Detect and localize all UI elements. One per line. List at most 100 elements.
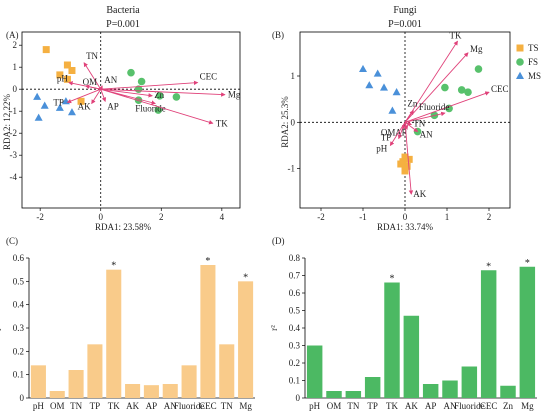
panel-c-significance-mark: * [111,261,116,272]
panel-d-ytick-label: 0.3 [289,341,301,351]
panel-b-xtick-label: -2 [317,212,325,222]
panel-d-category-label: Zn [503,401,513,411]
panel-c-bar [162,384,178,398]
panel-d-category-label: Fluoride [454,401,485,411]
panel-c-ytick-label: 0.5 [13,276,25,286]
panel-d-bar [364,377,381,398]
panel-c-bar [30,365,46,398]
panel-b-title: Fungi [393,5,417,16]
panel-b-point-ms [365,81,374,89]
panel-b-vector-ak [404,122,414,195]
panel-b-point-ms [392,88,401,96]
panel-c-category-label: AN [164,401,177,411]
panel-a-xtick-label: -2 [36,212,44,222]
panel-d-category-label: pH [309,401,321,411]
panel-d-bar [384,282,400,398]
panel-b-vector-tp [397,122,406,140]
panel-c-category-label: Mg [239,401,252,411]
panel-d-ytick-label: 0.5 [289,306,301,316]
panel-a-point-ms [67,108,76,116]
panel-d-bar [461,366,478,398]
panel-b-point-fs [441,83,449,92]
panel-d-category-label: AK [405,401,418,411]
panel-d-ytick-label: 0.4 [289,323,301,333]
panel-a-vector-label-cec: CEC [200,72,218,82]
panel-a-point-fs [155,92,164,100]
panel-a-point-ts [68,67,76,74]
panel-b-vector-label-tp: TP [381,133,392,143]
panel-a-vector-label-tp: TP [53,97,64,107]
panel-d-category-label: CEC [480,401,498,411]
panel-c-bar [200,265,216,398]
panel-b-vector-label-cec: CEC [491,84,509,94]
panel-d-ylabel: r² [269,325,279,331]
panel-a-vector-mg [100,88,226,97]
panel-d-ytick-label: 0 [296,393,301,403]
panel-b-xtick-label: 0 [403,212,408,222]
panel-a-vector-label-om: OM [83,77,98,87]
panel-d-bar-chart: 0 0.1 0.2 0.3 0.4 0.5 0.6 0.7 0.8 r² pH OM TN TP TK * AK… [269,253,537,411]
panel-b-ytick-label: -1 [288,164,296,174]
panel-a-vector-ap [100,89,107,103]
panel-a-pvalue: P=0.001 [106,19,140,30]
panel-c-significance-mark: * [243,272,248,283]
panel-a-point-ts [77,97,85,105]
panel-b-ytick-label: 0 [291,117,296,127]
panel-a-vector-cec [100,80,199,90]
panel-a-ytick-label: -2 [10,128,18,138]
panel-a-label: (A) [6,30,19,40]
panel-d-label: (D) [272,236,285,246]
legend-label-ts: TS [528,43,539,53]
panel-b-xtick-label: -1 [359,212,367,222]
panel-c-category-label: AK [126,401,139,411]
panel-b-vector-an [404,121,419,133]
panel-d-significance-mark: * [390,274,395,285]
panel-d-significance-mark: * [525,258,530,269]
panel-a-point-ms [40,101,49,109]
panel-c-bar [49,391,65,398]
panel-b-point-fs [445,104,453,113]
panel-d-bar [345,391,362,398]
panel-b-vector-zn [404,110,414,123]
panel-a-point-fs [154,106,163,114]
panel-a-vector-tp [66,88,101,104]
panel-b-point-fs [474,65,483,73]
panel-a-vector-label-tn: TN [86,51,98,61]
panel-d-category-label: TP [367,401,378,411]
panel-c-bar [238,281,254,398]
panel-c-bar [181,365,197,398]
panel-a-ytick-label: -4 [10,172,18,182]
panel-d-significance-mark: * [486,261,491,272]
panel-d-bar [442,380,458,398]
panel-b-vector-label-ph: pH [376,143,388,153]
panel-b-pvalue: P=0.001 [388,19,422,30]
panel-a-ytick-label: -1 [10,106,18,116]
panel-d-category-label: AP [425,401,437,411]
panel-a-xtick-label: 4 [220,212,225,222]
panel-a-point-fs [127,68,135,77]
panel-c-bar [219,344,235,398]
legend-marker-fs [516,58,524,66]
panel-a-vector-label-fluoride: Fluoride [135,104,166,114]
panel-b-point-ts [401,167,409,175]
panel-c-category-label: TK [108,401,120,411]
panel-b-vector-label-mg: Mg [470,44,483,54]
panel-a-point-ms [34,113,43,121]
panel-a-frame [21,31,241,209]
panel-b-vector-label-tk: TK [450,30,462,40]
panel-c-category-label: TN [221,401,233,411]
panel-b-label: (B) [272,30,284,40]
panel-b-ytick-label: 1 [291,71,296,81]
panel-c-category-label: TP [90,401,101,411]
legend-label-fs: FS [528,57,538,67]
panel-c-ytick-label: 0.1 [13,370,24,380]
panel-b-vector-cec [404,91,490,123]
panel-d-bar [500,385,516,398]
panel-c-ytick-label: 0 [20,393,25,403]
panel-b-xtick-label: 1 [445,212,450,222]
legend-label-ms: MS [528,71,541,81]
panel-d-category-label: OM [327,401,342,411]
panel-a-point-ts [56,71,64,79]
panel-b-point-ts [403,162,411,170]
panel-a-xtick-label: 2 [159,212,164,222]
